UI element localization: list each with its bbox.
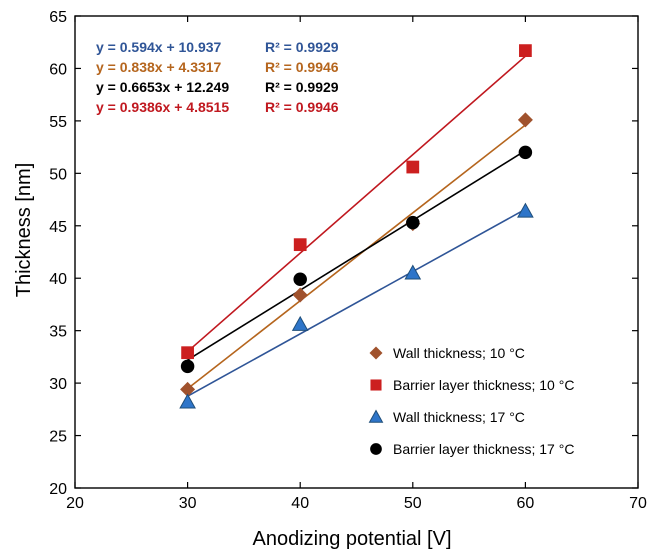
data-point-series-3: [404, 264, 422, 280]
x-tick-label: 30: [179, 495, 197, 512]
x-tick-label: 70: [629, 495, 647, 512]
legend: Wall thickness; 10 °C Barrier layer thick…: [368, 345, 574, 457]
y-tick-label: 50: [49, 166, 67, 183]
fit-equation: y = 0.594x + 10.937: [96, 39, 222, 55]
data-point-series-3: [291, 315, 309, 331]
y-tick-label: 65: [49, 9, 67, 26]
data-point-series-1: [180, 381, 196, 397]
y-axis-label: Thickness [nm]: [13, 163, 35, 297]
data-point-series-1: [292, 287, 308, 303]
fit-equation: y = 0.838x + 4.3317: [96, 59, 222, 75]
legend-marker-series-2: [370, 379, 382, 391]
data-point-series-4: [518, 145, 533, 160]
y-tick-label: 20: [49, 481, 67, 498]
legend-marker-series-1: [369, 346, 383, 360]
data-point-series-4: [293, 272, 307, 287]
x-tick-label: 20: [66, 495, 84, 512]
plot-frame: [74, 15, 639, 489]
x-axis-ticks: 20 30 40 50 60 70: [66, 16, 647, 512]
data-point-series-2: [519, 44, 532, 57]
fit-line-series-2: [187, 55, 526, 353]
data-point-series-3: [517, 202, 534, 218]
x-axis-label: Anodizing potential [V]: [252, 528, 451, 550]
data-point-series-1: [517, 112, 533, 128]
legend-label: Barrier layer thickness; 10 °C: [393, 377, 574, 393]
y-tick-label: 55: [49, 114, 67, 131]
plot-area-border: [74, 15, 639, 489]
legend-label: Barrier layer thickness; 17 °C: [393, 441, 574, 457]
y-axis-ticks: 20 25 30 35 40 45 50 55 60 65: [49, 9, 638, 498]
y-tick-label: 25: [49, 429, 67, 446]
data-point-series-2: [406, 160, 420, 174]
x-tick-label: 60: [517, 495, 535, 512]
fit-line-series-1: [187, 124, 526, 390]
y-tick-label: 30: [49, 376, 67, 393]
legend-label: Wall thickness; 17 °C: [393, 409, 525, 425]
legend-marker-series-4: [370, 443, 382, 455]
fit-r-squared: R² = 0.9946: [265, 99, 339, 115]
y-tick-label: 45: [49, 219, 67, 236]
fit-line-series-4: [187, 149, 526, 361]
fit-lines: [187, 55, 526, 397]
data-point-series-4: [406, 215, 420, 230]
data-point-series-2: [181, 346, 194, 360]
data-point-series-4: [180, 359, 195, 374]
fit-r-squared: R² = 0.9946: [265, 59, 339, 75]
fit-equations: y = 0.594x + 10.937 R² = 0.9929 y = 0.838x…: [96, 39, 339, 115]
x-tick-label: 40: [291, 495, 309, 512]
x-tick-label: 50: [404, 495, 422, 512]
data-markers: [179, 44, 534, 409]
fit-line-series-3: [187, 208, 526, 397]
y-tick-label: 60: [49, 61, 67, 78]
fit-r-squared: R² = 0.9929: [265, 79, 339, 95]
y-tick-label: 35: [49, 324, 67, 341]
y-tick-label: 40: [49, 271, 67, 288]
fit-equation: y = 0.6653x + 12.249: [96, 79, 229, 95]
legend-label: Wall thickness; 10 °C: [393, 345, 525, 361]
fit-r-squared: R² = 0.9929: [265, 39, 339, 55]
data-point-series-3: [179, 393, 196, 409]
legend-marker-series-3: [368, 409, 384, 423]
data-point-series-2: [293, 238, 307, 252]
fit-equation: y = 0.9386x + 4.8515: [96, 99, 229, 115]
